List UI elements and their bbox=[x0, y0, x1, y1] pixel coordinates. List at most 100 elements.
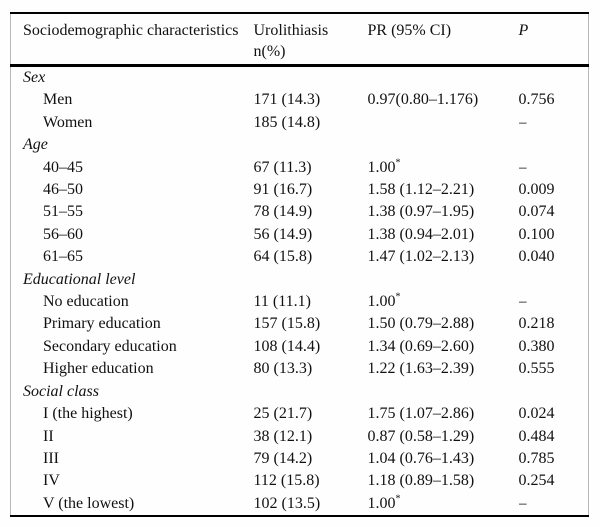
p-value-cell: 0.555 bbox=[518, 360, 555, 378]
pr-ci-cell: 1.22 (1.63–2.39) bbox=[367, 360, 475, 378]
footnote-asterisk: * bbox=[395, 493, 401, 505]
n-percent-cell: 112 (15.8) bbox=[253, 472, 320, 490]
row-label-cell: V (the lowest) bbox=[43, 494, 135, 512]
n-percent-cell: 102 (13.5) bbox=[253, 494, 321, 512]
p-value-cell: 0.380 bbox=[518, 337, 555, 355]
header-characteristics: Sociodemographic characteristics bbox=[10, 13, 254, 67]
table-row: Secondary education 108 (14.4) 1.34 (0.69–… bbox=[11, 336, 589, 358]
pr-ci-cell: 0.87 (0.58–1.29) bbox=[367, 427, 475, 445]
row-label-cell: III bbox=[43, 449, 59, 467]
n-percent-cell: 11 (11.1) bbox=[253, 293, 311, 311]
header-p-value: P bbox=[518, 13, 589, 67]
row-label-cell: Secondary education bbox=[43, 337, 177, 355]
header-row: Sociodemographic characteristics Urolith… bbox=[10, 13, 589, 67]
row-label-cell: IV bbox=[43, 472, 60, 490]
pr-ci-cell: 1.04 (0.76–1.43) bbox=[367, 449, 475, 467]
pr-ci-cell: 1.58 (1.12–2.21) bbox=[367, 181, 475, 199]
n-percent-cell: 171 (14.3) bbox=[253, 91, 321, 109]
p-value-cell: 0.218 bbox=[518, 315, 555, 333]
row-label-cell: Higher education bbox=[43, 360, 154, 378]
section-label: Age bbox=[23, 136, 48, 154]
row-label-cell: Women bbox=[43, 113, 93, 131]
pr-ci-cell: 1.34 (0.69–2.60) bbox=[367, 337, 475, 355]
footnote-asterisk: * bbox=[395, 157, 401, 169]
pr-ci-cell: 1.00* bbox=[367, 157, 401, 176]
pr-ci-cell: 0.97(0.80–1.176) bbox=[367, 91, 479, 109]
section-header-row: Sex bbox=[11, 66, 589, 90]
n-percent-cell: 91 (16.7) bbox=[253, 181, 313, 199]
row-label-cell: No education bbox=[43, 293, 129, 311]
p-value-cell: 0.756 bbox=[518, 91, 555, 109]
table-header: Sociodemographic characteristics Urolith… bbox=[10, 13, 589, 67]
header-urolithiasis: Urolithiasis n(%) bbox=[253, 13, 368, 67]
p-value-cell: – bbox=[518, 158, 527, 176]
table-row: 40–45 67 (11.3) 1.00* – bbox=[11, 157, 589, 179]
p-value-cell: 0.100 bbox=[518, 225, 555, 243]
row-label-cell: 61–65 bbox=[43, 248, 83, 266]
pr-ci-cell: 1.18 (0.89–1.58) bbox=[367, 472, 475, 490]
section-label: Sex bbox=[23, 69, 46, 86]
table-row: IV 112 (15.8) 1.18 (0.89–1.58) 0.254 bbox=[11, 470, 589, 492]
row-label-cell: 56–60 bbox=[43, 225, 83, 243]
p-value-cell: 0.024 bbox=[518, 405, 555, 423]
n-percent-cell: 108 (14.4) bbox=[253, 337, 321, 355]
pr-ci-cell: 1.38 (0.97–1.95) bbox=[367, 203, 475, 221]
section-header-row: Educational level bbox=[11, 269, 589, 291]
footnote-asterisk: * bbox=[395, 291, 401, 303]
p-value-cell: – bbox=[518, 293, 527, 311]
pr-ci-cell: 1.50 (0.79–2.88) bbox=[367, 315, 475, 333]
n-percent-cell: 38 (12.1) bbox=[253, 427, 313, 445]
section-header-row: Age bbox=[11, 134, 589, 156]
p-value-cell: 0.009 bbox=[518, 181, 555, 199]
table-row: Primary education 157 (15.8) 1.50 (0.79–2.… bbox=[11, 313, 589, 335]
header-urolithiasis-line1: Urolithiasis bbox=[253, 22, 329, 39]
table-row: 51–55 78 (14.9) 1.38 (0.97–1.95) 0.074 bbox=[11, 201, 589, 223]
row-label-cell: 51–55 bbox=[43, 203, 83, 221]
pr-ci-cell: 1.38 (0.94–2.01) bbox=[367, 225, 475, 243]
pr-ci-cell: 1.00* bbox=[367, 291, 401, 311]
n-percent-cell: 64 (15.8) bbox=[253, 248, 313, 266]
table-row: No education 11 (11.1) 1.00* – bbox=[11, 291, 589, 313]
table-row: III 79 (14.2) 1.04 (0.76–1.43) 0.785 bbox=[11, 448, 589, 470]
pr-ci-cell bbox=[368, 112, 519, 134]
section-header-row: Social class bbox=[11, 381, 589, 403]
row-label-cell: I (the highest) bbox=[43, 405, 133, 423]
table-row: V (the lowest) 102 (13.5) 1.00* – bbox=[11, 493, 589, 516]
n-percent-cell: 67 (11.3) bbox=[253, 158, 312, 176]
table-row: I (the highest) 25 (21.7) 1.75 (1.07–2.86)… bbox=[11, 403, 589, 425]
p-value-cell: 0.254 bbox=[518, 472, 555, 490]
row-label-cell: Men bbox=[43, 91, 73, 109]
table-row: Higher education 80 (13.3) 1.22 (1.63–2.39… bbox=[11, 358, 589, 380]
p-value-cell: 0.040 bbox=[518, 248, 555, 266]
pr-ci-cell: 1.75 (1.07–2.86) bbox=[367, 405, 475, 423]
pr-ci-cell: 1.47 (1.02–2.13) bbox=[367, 248, 475, 266]
n-percent-cell: 25 (21.7) bbox=[253, 405, 313, 423]
pr-ci-cell: 1.00* bbox=[367, 493, 401, 512]
section-label: Educational level bbox=[23, 270, 136, 288]
row-label-cell: 46–50 bbox=[43, 181, 83, 199]
n-percent-cell: 185 (14.8) bbox=[253, 113, 321, 131]
section-label: Social class bbox=[23, 382, 99, 400]
table-row: Women 185 (14.8) – bbox=[11, 112, 589, 134]
n-percent-cell: 78 (14.9) bbox=[253, 203, 313, 221]
table-row: Men 171 (14.3) 0.97(0.80–1.176) 0.756 bbox=[11, 89, 589, 111]
row-label-cell: 40–45 bbox=[43, 158, 83, 176]
n-percent-cell: 157 (15.8) bbox=[253, 315, 321, 333]
n-percent-cell: 56 (14.9) bbox=[253, 225, 313, 243]
n-percent-cell: 80 (13.3) bbox=[253, 360, 313, 378]
header-urolithiasis-line2: n(%) bbox=[253, 43, 286, 60]
table-body: Sex Men 171 (14.3) 0.97(0.80–1.176) 0.756 Wom… bbox=[11, 66, 589, 517]
sociodemographic-table: Sociodemographic characteristics Urolith… bbox=[10, 12, 589, 518]
p-value-cell: 0.785 bbox=[518, 449, 555, 467]
p-value-cell: – bbox=[518, 494, 527, 512]
table-row: 61–65 64 (15.8) 1.47 (1.02–2.13) 0.040 bbox=[11, 246, 589, 268]
table-row: 56–60 56 (14.9) 1.38 (0.94–2.01) 0.100 bbox=[11, 224, 589, 246]
row-label-cell: II bbox=[43, 427, 54, 445]
n-percent-cell: 79 (14.2) bbox=[253, 449, 313, 467]
p-value-cell: 0.484 bbox=[518, 427, 555, 445]
p-value-cell: 0.074 bbox=[518, 203, 555, 221]
header-pr-ci: PR (95% CI) bbox=[367, 13, 519, 67]
table-row: II 38 (12.1) 0.87 (0.58–1.29) 0.484 bbox=[11, 426, 589, 448]
row-label-cell: Primary education bbox=[43, 315, 161, 333]
